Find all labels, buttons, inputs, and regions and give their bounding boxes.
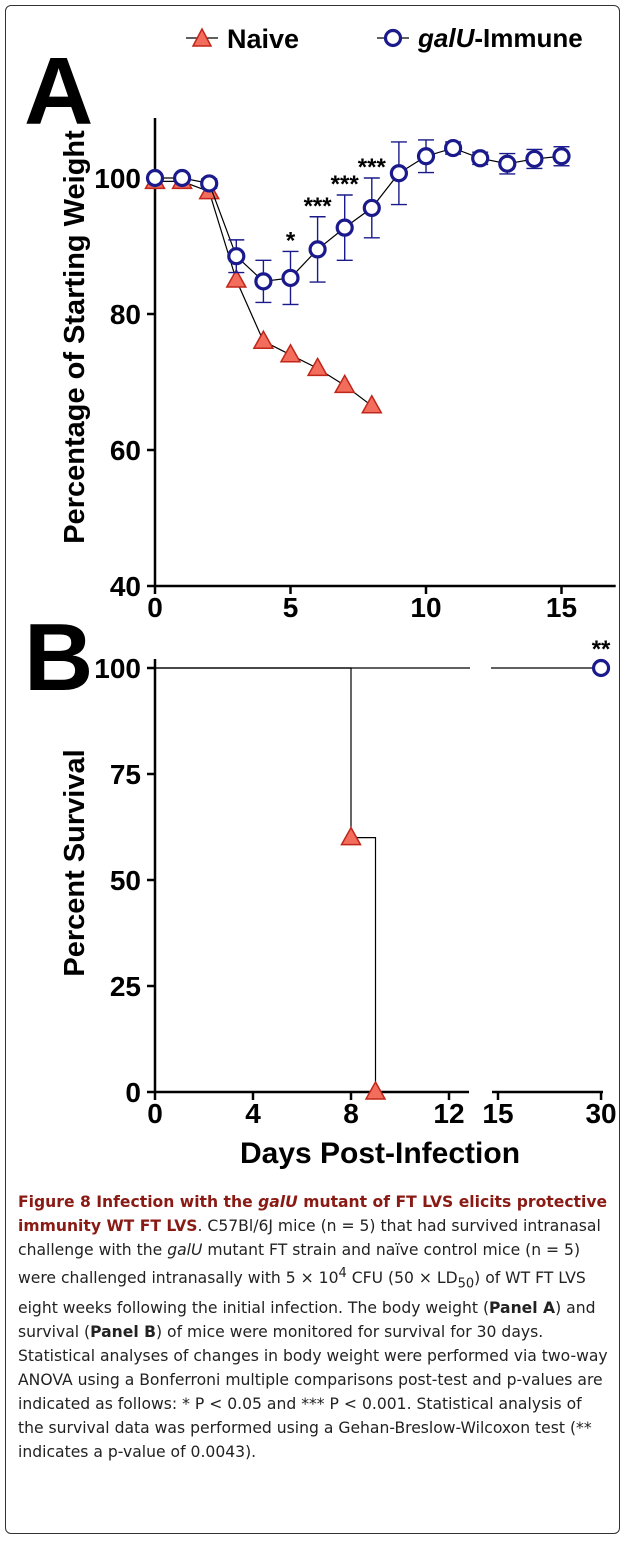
panel-b-significance-label: ** [592,636,611,663]
caption-subscript: 50 [457,1276,475,1292]
caption-lead-text-1: Figure 8 Infection with the [18,1193,259,1211]
panel-a-immune-point [444,138,463,158]
panel-b-ytick-label: 75 [110,759,141,790]
panel-b-naive-point [364,1080,387,1100]
panel-b-xtick-label: 4 [245,1098,261,1129]
panel-a-immune-point [498,154,517,173]
panel-a-naive-point [361,394,383,414]
caption-lead-text-2: mutant of FT LVS elicits protective immu… [18,1193,608,1235]
caption-text-2: mutant FT strain and naïve control mice … [18,1241,581,1288]
figure-chart: Naive galU-Immune A B Percentage of Star… [24,23,617,1170]
panel-a-immune-point [416,147,436,166]
legend: Naive galU-Immune [186,23,583,54]
panel-a-xtick-label: 15 [546,592,577,623]
legend-naive-marker [191,27,213,47]
figure-caption: Figure 8 Infection with the galU mutant … [18,1190,610,1464]
panel-b-naive-line [155,667,377,1092]
panel-b-xtick-label: 30 [585,1098,616,1129]
panel-a-immune-point [525,149,544,169]
panel-a-immune-point [254,272,273,291]
figure-frame [5,5,620,1534]
panel-a-significance-label: *** [331,171,360,198]
caption-text-5: ) and survival ( [18,1299,596,1342]
legend-immune-prefix: galU [417,23,476,53]
panel-b-ytick-label: 50 [110,865,141,896]
panel-a-immune-point [281,268,300,288]
panel-b-xtick-label: 15 [482,1098,513,1129]
panel-a-immune-point [471,149,490,168]
panel-a-immune-line [155,147,562,282]
panel-a-ytick-label: 100 [94,163,141,194]
panel-a-ytick-label: 80 [110,299,141,330]
legend-immune-suffix: -Immune [474,23,582,53]
caption-italic-1: galU [167,1241,203,1259]
panel-a-xtick-label: 10 [410,592,441,623]
legend-immune-marker [383,28,403,48]
panel-b-plot: 0 25 50 75 100 0 4 8 12 15 30 ** [94,636,616,1129]
panel-b-xlabel: Days Post-Infection [240,1137,520,1170]
panel-a-significance-label: *** [358,154,387,181]
legend-immune: galU-Immune [377,23,583,53]
panel-a-immune-point [227,247,246,266]
caption-text-1: . C57Bl/6J mice (n = 5) that had survive… [18,1217,601,1259]
panel-b-ytick-label: 25 [110,971,141,1002]
panel-a-significance-label: * [286,227,296,254]
panel-a-xtick-label: 5 [283,592,299,623]
caption-lead: Figure 8 Infection with the galU mutant … [18,1193,607,1235]
panel-a-ytick-label: 60 [110,435,141,466]
panel-a-naive-point [252,329,275,349]
panel-label-a: A [24,38,93,145]
caption-panel-a: Panel A [489,1299,556,1318]
panel-b-xtick-label: 12 [433,1098,464,1129]
panel-a-ytick-label: 40 [110,571,141,602]
panel-a-naive-point [225,268,248,288]
panel-a-naive-point [306,356,329,377]
panel-a-naive-point [279,343,302,363]
panel-a-immune-point [389,164,408,183]
panel-b-axis-break [469,1084,492,1100]
panel-b-naive-point [340,826,362,846]
legend-naive: Naive [186,24,299,54]
panel-b-xtick-label: 8 [343,1098,359,1129]
panel-a-naive-point [333,373,356,394]
caption-text-6: ) of mice were monitored for survival fo… [18,1323,608,1462]
legend-immune-label: galU-Immune [417,23,583,53]
panel-b-immune-point [591,658,611,678]
panel-label-b: B [24,604,93,711]
legend-naive-label: Naive [227,24,299,54]
panel-b-xtick-label: 0 [147,1098,163,1129]
panel-a-immune-point [173,168,192,188]
caption-lead-italic: galU [258,1193,298,1211]
panel-b-ylabel: Percent Survival [59,749,91,976]
caption-superscript: 4 [338,1266,347,1281]
panel-b-ytick-label: 100 [94,653,141,684]
panel-a-ylabel: Percentage of Starting Weight [59,130,91,544]
panel-a-immune-point [552,147,571,166]
panel-a-immune-point [308,240,327,259]
caption-text-3: CFU (50 × LD [346,1269,458,1288]
caption-text-4: ) of WT FT LVS eight weeks following the… [18,1269,586,1318]
panel-a-xtick-label: 0 [147,592,163,623]
caption-panel-b: Panel B [90,1323,157,1342]
panel-a-immune-point [335,218,354,237]
panel-a-immune-point [200,174,219,193]
panel-a-immune-point [145,168,165,188]
panel-a-significance-label: *** [304,193,333,220]
panel-a-immune-point [362,198,381,218]
panel-b-ytick-label: 0 [125,1077,141,1108]
